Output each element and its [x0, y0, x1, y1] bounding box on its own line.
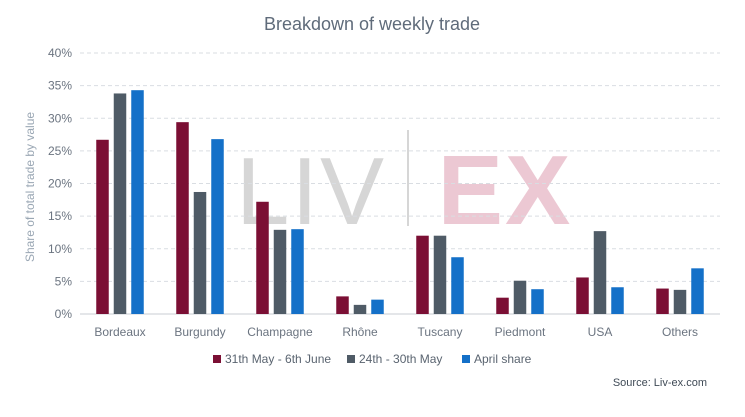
- bar: [371, 299, 384, 314]
- bar: [96, 139, 109, 314]
- x-tick-label: Bordeaux: [94, 325, 145, 339]
- y-tick-label: 20%: [48, 177, 72, 191]
- bar: [273, 229, 287, 314]
- y-tick-label: 35%: [48, 79, 72, 93]
- liv-ex-watermark: LIV EX: [236, 130, 573, 245]
- bar: [131, 90, 144, 314]
- x-tick-label: Tuscany: [418, 325, 463, 339]
- y-axis-ticks: 0% 5% 10% 15% 20% 25% 30% 35% 40%: [48, 46, 72, 321]
- bar: [576, 277, 589, 314]
- source-note: Source: Liv-ex.com: [613, 377, 707, 389]
- bar: [496, 297, 509, 314]
- x-axis-ticks: Bordeaux Burgundy Champagne Rhône Tuscany Pie…: [94, 325, 698, 339]
- y-tick-label: 25%: [48, 144, 72, 158]
- bar: [611, 287, 624, 314]
- chart-title: Breakdown of weekly trade: [264, 14, 480, 34]
- bar: [336, 296, 349, 314]
- x-tick-label: USA: [588, 325, 613, 339]
- bar: [433, 235, 447, 314]
- bar: [531, 289, 544, 314]
- x-tick-label: Piedmont: [495, 325, 546, 339]
- legend-swatch: [213, 355, 221, 363]
- y-tick-label: 15%: [48, 209, 72, 223]
- x-tick-label: Burgundy: [174, 325, 225, 339]
- bar: [513, 280, 527, 314]
- y-tick-label: 10%: [48, 242, 72, 256]
- legend-label: April share: [474, 352, 532, 366]
- y-tick-label: 30%: [48, 111, 72, 125]
- watermark-right: EX: [438, 135, 573, 245]
- grid-lines: [80, 52, 720, 315]
- bar: [176, 122, 189, 314]
- bar: [353, 304, 367, 314]
- bar: [593, 231, 607, 314]
- bar: [673, 289, 687, 314]
- x-tick-label: Rhône: [342, 325, 378, 339]
- bar: [193, 191, 207, 314]
- bar: [211, 139, 224, 314]
- y-tick-label: 5%: [55, 274, 73, 288]
- bar: [256, 201, 269, 314]
- bar: [291, 229, 304, 314]
- x-tick-label: Others: [662, 325, 698, 339]
- y-tick-label: 0%: [55, 307, 73, 321]
- x-tick-label: Champagne: [247, 325, 313, 339]
- legend-swatch: [462, 355, 470, 363]
- bar: [656, 288, 669, 314]
- bar: [113, 93, 127, 314]
- legend-swatch: [347, 355, 355, 363]
- bars: [96, 90, 704, 314]
- y-tick-label: 40%: [48, 46, 72, 60]
- legend-label: 24th - 30th May: [359, 352, 442, 366]
- legend-label: 31th May - 6th June: [225, 352, 331, 366]
- bar: [691, 268, 704, 314]
- legend: 31th May - 6th June 24th - 30th May April …: [213, 352, 532, 366]
- bar: [416, 235, 429, 314]
- bar: [451, 257, 464, 314]
- y-axis-label: Share of total trade by value: [23, 112, 37, 262]
